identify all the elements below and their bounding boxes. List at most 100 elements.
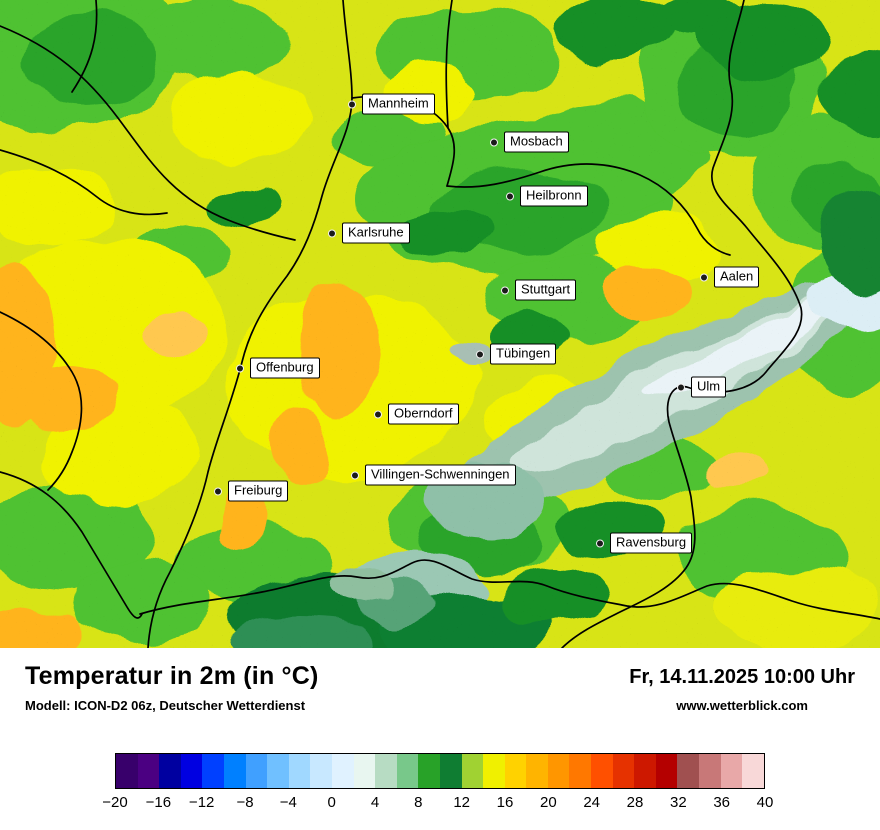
colorbar-segment bbox=[547, 754, 570, 788]
map-title: Temperatur in 2m (in °C) bbox=[25, 662, 319, 690]
city-label: Mannheim bbox=[362, 93, 435, 115]
colorbar-segment bbox=[137, 754, 160, 788]
map-borders bbox=[0, 0, 880, 648]
city-dot bbox=[328, 229, 336, 237]
city-marker: Tübingen bbox=[476, 343, 557, 365]
colorbar-segment bbox=[267, 754, 289, 788]
colorbar-segment bbox=[569, 754, 592, 788]
city-marker: Freiburg bbox=[214, 480, 289, 502]
city-dot bbox=[236, 364, 244, 372]
speckle-texture bbox=[0, 0, 880, 648]
colorbar-tick-label: 8 bbox=[414, 794, 423, 811]
city-dot bbox=[374, 410, 382, 418]
city-dot bbox=[214, 487, 222, 495]
colorbar-segment bbox=[116, 754, 138, 788]
colorbar-segment bbox=[159, 754, 181, 788]
city-label: Karlsruhe bbox=[342, 222, 410, 244]
map-color-field bbox=[0, 0, 880, 648]
colorbar-segment bbox=[526, 754, 548, 788]
city-dot bbox=[348, 100, 356, 108]
colorbar-tick-label: 36 bbox=[713, 794, 730, 811]
colorbar-tick-label: −16 bbox=[145, 794, 172, 811]
colorbar-segment bbox=[612, 754, 635, 788]
colorbar-tick-label: 40 bbox=[756, 794, 774, 811]
city-marker: Villingen-Schwenningen bbox=[351, 464, 516, 486]
colorbar-segment bbox=[720, 754, 743, 788]
city-dot bbox=[596, 539, 604, 547]
colorbar-segment bbox=[742, 754, 764, 788]
city-dot bbox=[700, 273, 708, 281]
city-marker: Offenburg bbox=[236, 357, 320, 379]
colorbar: −20 −16 −12 −8 −4 0 4 8 12 16 20 24 28 32 36 40 bbox=[102, 753, 773, 814]
colorbar-segment bbox=[180, 754, 203, 788]
city-marker: Mannheim bbox=[348, 93, 435, 115]
colorbar-segment bbox=[288, 754, 311, 788]
colorbar-segment bbox=[655, 754, 678, 788]
city-dot bbox=[490, 138, 498, 146]
city-dot bbox=[351, 471, 359, 479]
city-dot bbox=[476, 350, 484, 358]
colorbar-tick-label: −8 bbox=[236, 794, 254, 811]
colorbar-segment bbox=[353, 754, 376, 788]
city-label: Tübingen bbox=[490, 343, 557, 365]
colorbar-segment bbox=[202, 754, 224, 788]
city-layer: Mannheim Mosbach Heilbronn Karlsruhe Stuttga… bbox=[214, 93, 760, 554]
colorbar-segment bbox=[591, 754, 613, 788]
city-marker: Mosbach bbox=[490, 131, 569, 153]
city-dot bbox=[677, 383, 685, 391]
colorbar-tick-label: 28 bbox=[626, 794, 644, 811]
colorbar-tick-label: −12 bbox=[188, 794, 215, 811]
colorbar-segment bbox=[245, 754, 268, 788]
website-text: www.wetterblick.com bbox=[676, 698, 808, 713]
colorbar-segment bbox=[483, 754, 505, 788]
city-label: Heilbronn bbox=[520, 185, 588, 207]
city-label: Oberndorf bbox=[388, 403, 459, 425]
city-label: Offenburg bbox=[250, 357, 320, 379]
colorbar-segment bbox=[634, 754, 656, 788]
footer-header: Temperatur in 2m (in °C) Modell: ICON-D2… bbox=[25, 662, 855, 713]
temperature-map: Mannheim Mosbach Heilbronn Karlsruhe Stuttga… bbox=[0, 0, 880, 648]
colorbar-segment bbox=[504, 754, 527, 788]
forecast-datetime: Fr, 14.11.2025 10:00 Uhr bbox=[629, 666, 855, 688]
model-info: Modell: ICON-D2 06z, Deutscher Wetterdie… bbox=[25, 698, 306, 713]
city-marker: Stuttgart bbox=[501, 279, 577, 301]
city-marker: Ulm bbox=[677, 376, 727, 398]
colorbar-tick-label: 20 bbox=[539, 794, 557, 811]
city-label: Villingen-Schwenningen bbox=[365, 464, 516, 486]
footer-panel: Temperatur in 2m (in °C) Modell: ICON-D2… bbox=[0, 648, 880, 830]
colorbar-segment bbox=[223, 754, 246, 788]
colorbar-tick-label: 32 bbox=[669, 794, 687, 811]
colorbar-segment bbox=[418, 754, 440, 788]
city-label: Ulm bbox=[691, 376, 727, 398]
colorbar-tick-label: −4 bbox=[279, 794, 297, 811]
city-marker: Ravensburg bbox=[596, 532, 693, 554]
colorbar-ticks: −20 −16 −12 −8 −4 0 4 8 12 16 20 24 28 32 36 40 bbox=[102, 794, 773, 814]
colorbar-segment bbox=[461, 754, 484, 788]
footer-left: Temperatur in 2m (in °C) Modell: ICON-D2… bbox=[25, 662, 319, 713]
colorbar-tick-label: 24 bbox=[583, 794, 600, 811]
city-label: Freiburg bbox=[228, 480, 289, 502]
colorbar-segments bbox=[115, 753, 765, 789]
city-dot bbox=[501, 286, 509, 294]
colorbar-segment bbox=[331, 754, 354, 788]
city-label: Aalen bbox=[714, 266, 760, 288]
colorbar-segment bbox=[396, 754, 419, 788]
footer-right: Fr, 14.11.2025 10:00 Uhr www.wetterblick… bbox=[629, 666, 855, 713]
city-marker: Karlsruhe bbox=[328, 222, 410, 244]
colorbar-segment bbox=[439, 754, 462, 788]
colorbar-segment bbox=[699, 754, 721, 788]
colorbar-tick-label: −20 bbox=[102, 794, 128, 811]
colorbar-segment bbox=[677, 754, 700, 788]
city-marker: Heilbronn bbox=[506, 185, 588, 207]
colorbar-tick-label: 4 bbox=[370, 794, 380, 811]
colorbar-segment bbox=[375, 754, 397, 788]
colorbar-tick-label: 16 bbox=[496, 794, 514, 811]
city-marker: Oberndorf bbox=[374, 403, 459, 425]
colorbar-tick-label: 0 bbox=[327, 794, 336, 811]
city-label: Stuttgart bbox=[515, 279, 577, 301]
colorbar-tick-label: 12 bbox=[453, 794, 470, 811]
city-dot bbox=[506, 192, 514, 200]
city-marker: Aalen bbox=[700, 266, 760, 288]
city-label: Mosbach bbox=[504, 131, 569, 153]
